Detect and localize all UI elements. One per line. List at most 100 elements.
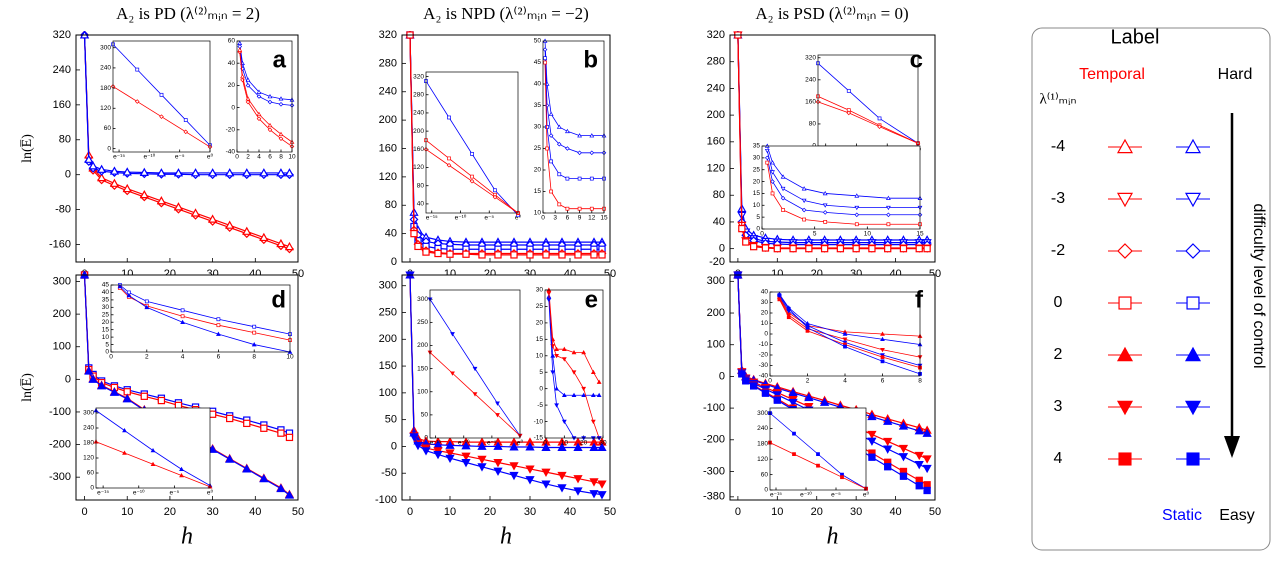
marker [590,419,596,425]
series-group [117,283,293,354]
series-line [409,34,602,243]
x-tick-label: 20 [164,506,176,518]
marker [252,324,257,329]
y-tick-label: 320 [413,73,424,80]
marker [554,346,559,351]
y-tick-label: -15 [534,435,544,442]
marker [571,370,577,375]
marker [883,445,893,454]
x-tick-label: 4 [181,354,185,361]
series-line [766,150,920,209]
marker [494,251,502,259]
x-tick-label: 15 [600,215,608,222]
y-tick-label: 240 [707,82,725,94]
marker [159,114,164,119]
x-tick-label: e⁻⁵ [487,440,497,447]
y-tick-label: 0 [65,373,71,385]
marker [805,323,810,329]
series-line [817,62,919,144]
marker [84,154,94,163]
y-tick-label: -10 [534,418,544,425]
marker [877,116,882,121]
plot-background [545,290,603,438]
y-tick-label: 160 [379,142,397,154]
marker [84,366,94,375]
marker [414,242,422,251]
y-tick-label: -40 [226,149,236,156]
marker [267,122,273,128]
y-tick-label: 15 [536,336,544,343]
marker [180,314,185,319]
plot-frame [729,34,936,263]
series-line [83,34,290,250]
marker [245,99,251,105]
y-tick-label: -200 [703,434,725,446]
marker [770,191,775,196]
x-tick-label: 30 [524,506,536,518]
marker [525,442,535,451]
marker [242,168,252,177]
marker [96,172,107,182]
marker [245,96,251,101]
x-tick-label: 0 [735,506,741,518]
marker [899,244,908,253]
marker [550,370,556,375]
series-line [737,274,928,435]
marker [225,454,235,463]
marker [144,304,150,310]
series-line [409,34,602,250]
y-tick-label: -300 [703,465,725,477]
y-tick-label: 30 [536,287,544,294]
inset: 0 2 4 6 8 -40 -30 -20 -10 0 10 20 30 40 [759,289,923,385]
marker [159,92,164,97]
marker [251,342,257,347]
marker [557,202,562,207]
marker [852,244,860,253]
marker [596,392,602,398]
marker [242,226,252,235]
marker [886,212,891,218]
marker [854,212,860,218]
series-group [546,287,602,441]
x-tick-label: 0 [768,378,772,385]
marker [846,110,852,116]
y-tick-label: 10 [536,352,544,359]
marker [842,337,848,342]
marker [495,413,500,418]
plot-background [818,55,918,146]
marker [565,206,570,211]
marker [573,475,583,484]
y-tick-label: 300 [83,410,94,417]
marker [242,464,252,473]
y-tick-label: 300 [757,410,768,417]
marker [589,133,595,138]
marker [886,205,891,211]
marker [788,388,798,397]
marker [801,186,807,191]
marker [780,195,786,201]
marker [805,328,810,333]
y-tick-label: 280 [707,56,725,68]
y-axis-label: ln(E̅) [20,134,35,163]
legend-row-label: -4 [1051,138,1065,155]
y-tick-label: 30 [753,155,761,162]
plot-frame [769,291,921,377]
x-tick-label: 6 [217,354,221,361]
marker [772,391,782,400]
y-tick-label: -20 [226,127,236,134]
series-line [83,274,290,438]
marker [446,162,452,168]
marker [843,344,847,349]
plot-frame [769,407,867,491]
x-tick-label: 8 [918,378,922,385]
y-tick-label: 50 [385,414,397,426]
marker [549,189,554,194]
y-tick-label: 35 [534,102,542,109]
x-tick-label: e⁻⁵ [484,215,494,222]
marker [117,283,123,289]
marker [780,186,786,192]
marker [822,210,828,215]
marker [792,431,796,436]
